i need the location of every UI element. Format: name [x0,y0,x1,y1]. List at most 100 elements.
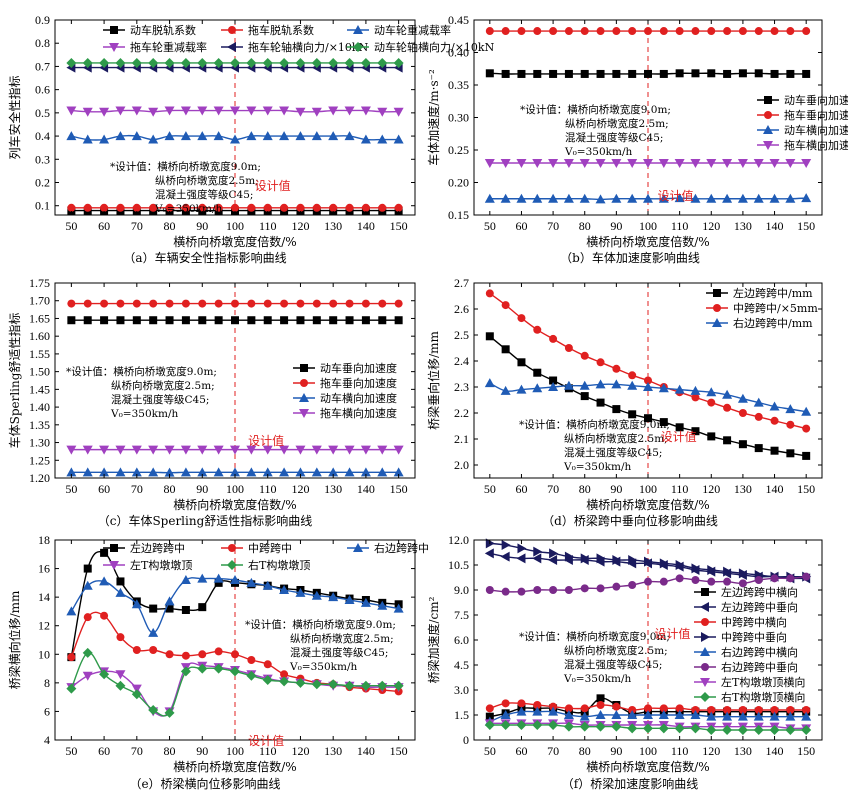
data-point [214,299,223,308]
data-point [628,27,637,36]
y-axis-label: 车体加速度/m·s⁻² [426,69,441,166]
data-point [501,345,510,354]
legend-item: 左边跨跨中横向 [694,585,798,599]
x-tick-label: 70 [547,744,559,758]
design-note-line: *设计值：横桥向桥墩宽度9.0m; [519,418,670,431]
y-axis-label: 列车安全性指标 [7,75,22,159]
data-point [674,710,685,719]
data-point [737,393,748,403]
design-value-label: 设计值 [657,188,693,203]
data-point [612,405,621,414]
data-point [247,656,256,664]
data-point [360,445,371,455]
legend-item: 中跨跨中 [221,542,292,555]
data-point [549,586,558,594]
legend-label: 左T构墩墩顶 [130,558,192,572]
data-point [533,27,542,36]
legend-label: 中跨跨中/×5mm [733,302,818,315]
y-tick-label: 10.5 [448,558,469,572]
data-point [311,679,322,690]
legend-label: 左边跨跨中 [130,542,185,555]
data-point [769,401,780,411]
y-tick-label: 16 [38,562,50,576]
data-point [770,416,779,425]
data-point [213,467,224,477]
data-point [213,131,224,141]
data-point [754,27,763,36]
legend-item: 拖车轮轴横向力/×10kN [221,40,369,54]
data-point [532,159,543,168]
data-point [517,358,526,367]
x-tick-label: 140 [357,482,375,496]
data-point [691,427,700,436]
y-tick-label: 2.4 [454,354,469,368]
data-point [769,193,780,203]
data-point [770,706,779,714]
data-point [611,379,622,389]
data-point [345,299,354,308]
design-note-line: V₀=350km/h [564,146,632,158]
data-point [393,603,404,613]
data-point [180,575,191,584]
data-point [532,193,543,203]
data-point [563,380,574,390]
data-point [596,694,605,703]
data-point [722,725,733,735]
legend-item: 动车垂向加速度 [757,93,848,107]
legend-swatch-marker [763,141,773,150]
y-tick-label: 0.20 [448,176,469,190]
design-note-line: V₀=350km/h [563,673,631,685]
data-point [612,27,621,36]
data-point [785,193,796,203]
data-point [707,69,716,78]
x-tick-label: 70 [131,219,143,233]
legend-label: 右T构墩墩顶 [248,558,310,572]
data-point [279,131,290,141]
data-point [580,584,589,593]
data-point [263,203,272,212]
x-tick-label: 140 [766,219,784,233]
data-point [377,107,388,117]
data-point [753,159,764,168]
x-tick-label: 110 [259,219,277,233]
data-point [500,385,511,395]
data-point [262,131,273,141]
y-tick-label: 8 [44,676,50,690]
legend-label: 动车脱轨系数 [130,23,196,37]
data-point [595,379,606,389]
y-tick-label: 1.20 [29,471,50,485]
data-point [360,680,371,691]
y-tick-label: 6.0 [454,633,469,647]
x-tick-label: 110 [671,482,689,496]
legend-swatch-marker [228,544,236,552]
x-tick-label: 150 [797,744,815,758]
data-point [246,131,257,141]
legend-item: 左边跨跨中/mm [706,287,813,300]
data-point [279,676,290,687]
data-point [643,193,653,203]
data-point [658,383,669,393]
data-point [230,575,240,584]
design-note-line: V₀=350km/h [110,408,178,420]
legend-label: 中跨跨中垂向 [721,630,787,644]
design-note-line: 混凝土强度等级C45; [155,188,253,201]
y-tick-label: 2.7 [454,276,469,290]
data-point [500,159,511,168]
data-point [329,203,338,212]
data-point [596,584,605,593]
data-point [754,706,763,714]
data-point [132,646,141,654]
data-point [675,423,684,432]
data-point [579,711,590,721]
data-point [83,203,92,212]
data-point [548,382,559,391]
legend-item: 拖车轮重减载率 [103,40,207,54]
data-point [612,69,621,78]
data-point [394,203,403,212]
data-point [612,702,621,711]
data-point [501,699,510,708]
y-tick-label: 0.15 [448,208,469,222]
legend-swatch-marker [713,289,721,297]
y-tick-label: 1.35 [29,418,50,432]
data-point [628,555,638,565]
